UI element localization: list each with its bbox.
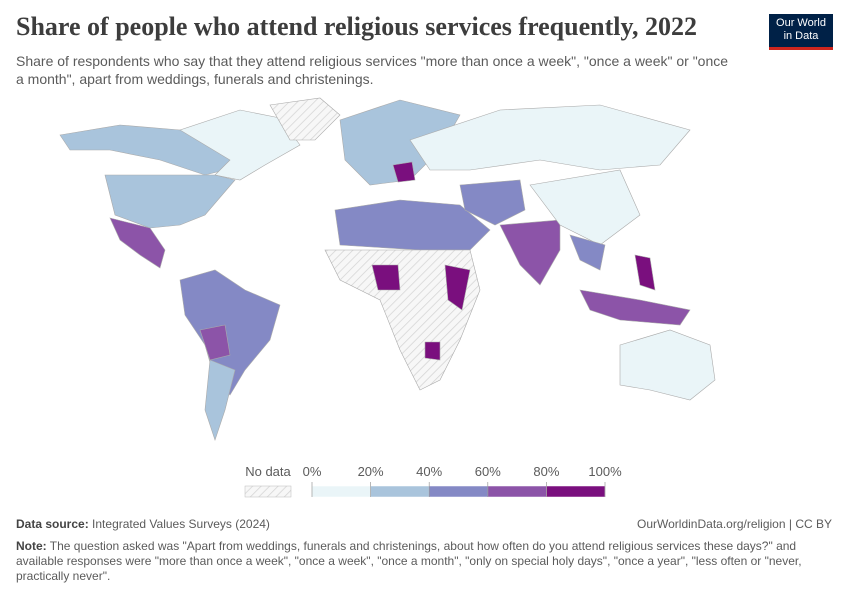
legend-bin (487, 485, 547, 498)
country (179, 109, 301, 181)
country (499, 219, 561, 286)
country (204, 359, 236, 441)
legend: No data 0% 20% 40% 60% 80% 100% (244, 464, 622, 498)
note: Note: The question asked was "Apart from… (16, 539, 826, 584)
country (459, 179, 526, 226)
legend-tick-label: 80% (533, 464, 559, 479)
country (392, 161, 416, 183)
url[interactable]: OurWorldinData.org/religion | CC BY (637, 517, 832, 531)
country (371, 264, 401, 291)
legend-bin (311, 485, 371, 498)
subtitle: Share of respondents who say that they a… (16, 53, 729, 87)
logo[interactable]: Our World in Data (769, 14, 833, 50)
country (324, 249, 481, 391)
country (579, 289, 691, 326)
country (529, 169, 641, 246)
legend-label: No data (245, 464, 291, 479)
country (104, 174, 236, 229)
country (424, 341, 441, 361)
country (334, 199, 491, 251)
title: Share of people who attend religious ser… (16, 12, 698, 41)
country (199, 324, 231, 361)
legend-tick-label: 100% (588, 464, 622, 479)
source: Data source: Integrated Values Surveys (… (16, 517, 270, 532)
legend-tick-label: 60% (475, 464, 501, 479)
legend-tick-label: 20% (358, 464, 384, 479)
country (409, 104, 691, 171)
note-label: Note: (16, 539, 47, 553)
note-text: The question asked was "Apart from weddi… (16, 539, 802, 583)
country (634, 254, 656, 291)
legend-bin (370, 485, 430, 498)
country (179, 269, 281, 396)
legend-tick-label: 0% (303, 464, 322, 479)
logo-text[interactable]: Our World in Data (776, 17, 826, 42)
source-label: Data source: (16, 517, 89, 531)
no-data-swatch (244, 485, 292, 498)
source-text[interactable]: Integrated Values Surveys (2024) (92, 517, 270, 531)
legend-bin (546, 485, 606, 498)
country (569, 234, 606, 271)
country (444, 264, 471, 311)
legend-bin (428, 485, 489, 498)
world-map (59, 97, 716, 441)
country (339, 99, 461, 186)
country (269, 97, 341, 141)
legend-tick-label: 40% (416, 464, 442, 479)
country (619, 329, 716, 401)
country (109, 217, 166, 269)
